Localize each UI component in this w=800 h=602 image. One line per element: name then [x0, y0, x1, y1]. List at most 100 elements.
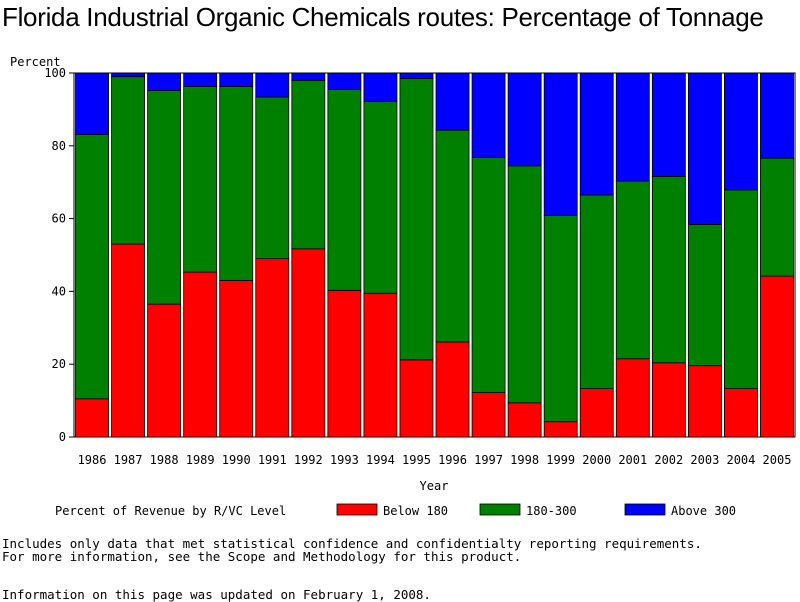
x-tick-label-1986: 1986 [78, 453, 107, 467]
bar-1988-series-0 [147, 303, 182, 438]
x-tick-label-2001: 2001 [618, 453, 647, 467]
bar-2005-series-2 [760, 72, 794, 159]
bar-2000-series-0 [579, 388, 614, 438]
stacked-bar-chart: Percent 1986 1987 1988 1989 1990 1991 1992 1993… [10, 55, 796, 518]
bar-1994-series-2 [363, 72, 398, 102]
bar-1991-series-1 [255, 96, 290, 260]
legend-label-1: 180-300 [526, 504, 577, 518]
bars [75, 72, 794, 438]
bar-1999-series-1 [543, 214, 578, 423]
bar-1993-series-1 [327, 88, 362, 291]
bar-1992-series-0 [291, 248, 326, 438]
y-tick-label-80: 80 [52, 139, 66, 153]
y-tick-label-100: 100 [44, 66, 66, 80]
bar-2003-series-0 [687, 365, 722, 438]
x-tick-label-1999: 1999 [546, 453, 575, 467]
bar-1998-series-1 [507, 165, 542, 404]
x-tick-label-1994: 1994 [366, 453, 395, 467]
bar-1999-series-0 [543, 421, 578, 438]
bar-1996-series-0 [435, 341, 470, 438]
y-tick-label-40: 40 [52, 284, 66, 298]
bar-1991-series-2 [255, 72, 290, 98]
bar-2001-series-1 [615, 180, 650, 360]
legend-label-0: Below 180 [383, 504, 448, 518]
bar-2001-series-2 [615, 72, 650, 182]
y-axis-label: Percent [10, 55, 61, 69]
bar-1993-series-0 [327, 289, 362, 438]
bar-1990-series-2 [219, 72, 254, 87]
legend-swatch-1 [479, 503, 521, 516]
legend-swatch-0 [336, 503, 378, 516]
x-tick-label-1989: 1989 [186, 453, 215, 467]
x-tick-label-2003: 2003 [690, 453, 719, 467]
bar-2002-series-0 [651, 362, 686, 438]
x-tick-label-2004: 2004 [726, 453, 755, 467]
x-tick-label-2005: 2005 [763, 453, 792, 467]
y-tick-label-60: 60 [52, 212, 66, 226]
bar-2005-series-1 [760, 157, 794, 277]
bar-2000-series-1 [579, 194, 614, 389]
bar-1996-series-1 [435, 129, 470, 343]
legend: Percent of Revenue by R/VC Level Below 1… [55, 503, 736, 518]
plot-area [73, 72, 796, 438]
bar-1986-series-0 [75, 398, 109, 438]
x-tick-label-2002: 2002 [654, 453, 683, 467]
x-tick-label-1996: 1996 [438, 453, 467, 467]
bar-1988-series-2 [147, 72, 182, 91]
bar-1995-series-1 [399, 78, 434, 361]
bar-2004-series-0 [724, 388, 758, 438]
bar-2003-series-1 [687, 224, 722, 367]
x-tick-label-1998: 1998 [510, 453, 539, 467]
bar-2000-series-2 [579, 72, 614, 196]
x-tick-label-1987: 1987 [114, 453, 143, 467]
update-notice: Information on this page was updated on … [2, 587, 431, 602]
x-tick-label-1988: 1988 [150, 453, 179, 467]
bar-1991-series-0 [255, 258, 290, 438]
x-tick-label-1995: 1995 [402, 453, 431, 467]
bar-1994-series-0 [363, 292, 398, 438]
bar-1997-series-2 [471, 72, 506, 158]
legend-label-2: Above 300 [671, 504, 736, 518]
bar-1987-series-0 [111, 243, 146, 438]
bar-1992-series-1 [291, 79, 326, 250]
y-tick-label-20: 20 [52, 357, 66, 371]
bar-2002-series-1 [651, 175, 686, 364]
bar-2003-series-2 [687, 72, 722, 225]
bar-1989-series-2 [183, 72, 218, 87]
bar-1995-series-0 [399, 359, 434, 438]
bar-1990-series-0 [219, 280, 254, 438]
bar-1986-series-2 [75, 72, 109, 135]
footnote-methodology: For more information, see the Scope and … [2, 549, 522, 564]
x-tick-label-1997: 1997 [474, 453, 503, 467]
x-tick-label-1992: 1992 [294, 453, 323, 467]
bar-1989-series-0 [183, 271, 218, 438]
bar-1993-series-2 [327, 72, 362, 90]
bar-1987-series-2 [111, 72, 146, 78]
chart-title: Florida Industrial Organic Chemicals rou… [2, 2, 764, 32]
x-tick-label-1991: 1991 [258, 453, 287, 467]
bar-1989-series-1 [183, 86, 218, 273]
x-tick-label-1993: 1993 [330, 453, 359, 467]
legend-swatch-2 [624, 503, 666, 516]
bar-1992-series-2 [291, 72, 326, 81]
axes: 1986 1987 1988 1989 1990 1991 1992 1993 1994 1995… [44, 66, 791, 467]
bar-1990-series-1 [219, 86, 254, 281]
x-tick-label-2000: 2000 [582, 453, 611, 467]
bar-1988-series-1 [147, 90, 182, 305]
bar-1998-series-0 [507, 402, 542, 438]
bar-2005-series-0 [760, 275, 794, 438]
x-axis-label: Year [420, 479, 449, 493]
bar-1987-series-1 [111, 76, 146, 245]
bar-1994-series-1 [363, 100, 398, 294]
footnote-scope: Includes only data that met statistical … [2, 536, 702, 551]
y-tick-label-0: 0 [59, 430, 66, 444]
bar-2001-series-0 [615, 358, 650, 438]
plot-frame [73, 72, 796, 438]
bar-1998-series-2 [507, 72, 542, 167]
bar-1997-series-1 [471, 157, 506, 393]
bar-2004-series-2 [724, 72, 758, 191]
legend-title: Percent of Revenue by R/VC Level [55, 504, 286, 518]
bar-1999-series-2 [543, 72, 578, 216]
bar-1986-series-1 [75, 134, 109, 400]
bar-1995-series-2 [399, 72, 434, 79]
